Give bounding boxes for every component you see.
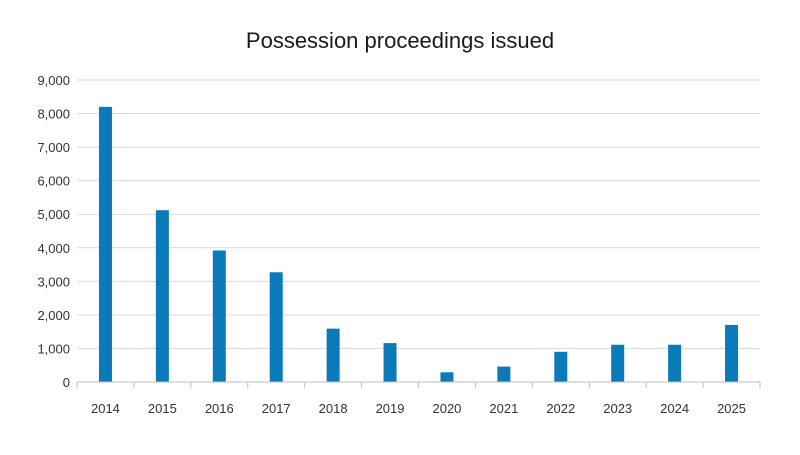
x-tick-label-2025: 2025 <box>717 401 746 416</box>
y-tick-label-6000: 6,000 <box>37 174 70 189</box>
y-tick-label-7000: 7,000 <box>37 140 70 155</box>
x-tick-label-2014: 2014 <box>91 401 120 416</box>
y-tick-label-3000: 3,000 <box>37 274 70 289</box>
x-tick-label-2015: 2015 <box>148 401 177 416</box>
x-tick-label-2020: 2020 <box>432 401 461 416</box>
y-tick-label-1000: 1,000 <box>37 341 70 356</box>
x-tick-label-2022: 2022 <box>546 401 575 416</box>
y-tick-label-2000: 2,000 <box>37 308 70 323</box>
bars <box>98 106 739 382</box>
chart-title: Possession proceedings issued <box>245 28 555 53</box>
x-axis-tick-labels: 2014 2015 2016 2017 2018 2019 2020 2021 2022 2023… <box>91 401 746 416</box>
y-tick-label-5000: 5,000 <box>37 207 70 222</box>
bar-2020 <box>440 372 454 382</box>
x-axis <box>76 381 761 388</box>
y-tick-label-8000: 8,000 <box>37 107 70 122</box>
x-tick-label-2024: 2024 <box>660 401 689 416</box>
bar-2025 <box>725 324 739 382</box>
bar-2017 <box>269 272 283 382</box>
x-tick-label-2017: 2017 <box>262 401 291 416</box>
y-tick-label-4000: 4,000 <box>37 241 70 256</box>
x-tick-label-2023: 2023 <box>603 401 632 416</box>
grid-lines <box>77 79 760 349</box>
bar-2014 <box>98 106 112 382</box>
x-tick-label-2016: 2016 <box>205 401 234 416</box>
bar-2019 <box>383 343 397 382</box>
bar-2024 <box>668 344 682 382</box>
bar-2021 <box>497 366 511 382</box>
y-axis-tick-labels: 0 1,000 2,000 3,000 4,000 5,000 6,000 7,000 8,00… <box>37 73 70 390</box>
bar-2022 <box>554 351 568 382</box>
bar-2023 <box>611 344 625 382</box>
y-tick-label-0: 0 <box>63 375 70 390</box>
bar-2016 <box>212 250 226 382</box>
x-tick-label-2019: 2019 <box>376 401 405 416</box>
bar-2018 <box>326 328 340 382</box>
x-tick-label-2021: 2021 <box>489 401 518 416</box>
y-tick-label-9000: 9,000 <box>37 73 70 88</box>
bar-2015 <box>155 210 169 382</box>
x-tick-label-2018: 2018 <box>319 401 348 416</box>
